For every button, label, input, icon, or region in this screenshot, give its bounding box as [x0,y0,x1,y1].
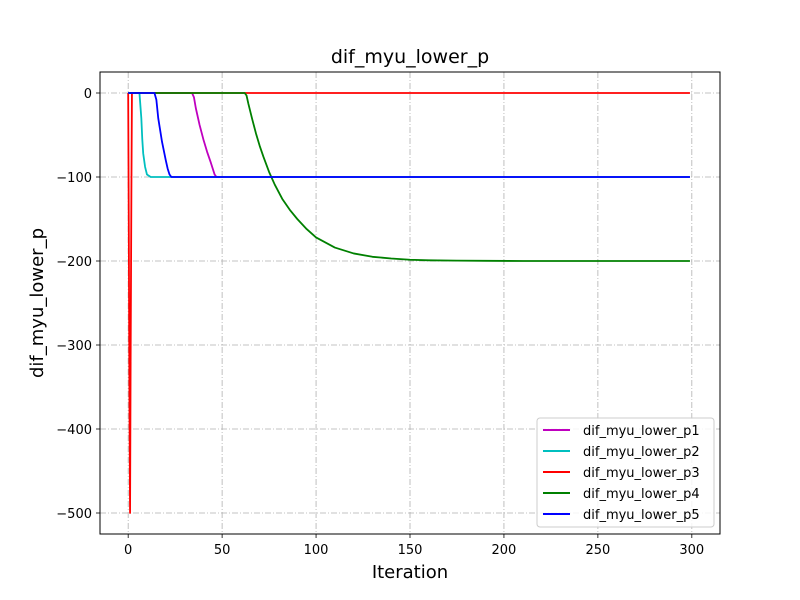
x-tick-label: 50 [214,543,231,558]
y-axis-label: dif_myu_lower_p [27,228,48,378]
chart-title: dif_myu_lower_p [331,46,489,68]
x-tick-label: 300 [679,543,704,558]
series-line-5 [128,92,690,178]
x-axis-label: Iteration [372,562,448,583]
y-tick-label: −500 [56,507,92,522]
y-tick-label: −100 [56,171,92,186]
x-tick-label: 100 [304,543,329,558]
series-lines [127,92,690,514]
x-tick-label: 200 [492,543,517,558]
x-tick-label: 250 [585,543,610,558]
legend-label-4: dif_myu_lower_p4 [583,487,700,502]
series-line-4 [128,92,690,262]
x-tick-label: 0 [124,543,132,558]
y-tick-label: −400 [56,423,92,438]
legend-label-3: dif_myu_lower_p3 [583,466,700,481]
legend-box [536,417,715,528]
y-tick-label: 0 [84,87,92,102]
legend-label-2: dif_myu_lower_p2 [583,445,700,460]
legend-label-5: dif_myu_lower_p5 [583,508,700,523]
series-line-3 [127,92,690,514]
axis-ticks: 0 50 100 150 200 250 300 0 −100 −200 −300 −400 −500 [56,87,704,558]
x-tick-label: 150 [398,543,423,558]
y-tick-label: −300 [56,339,92,354]
legend-label-1: dif_myu_lower_p1 [583,424,700,439]
y-tick-label: −200 [56,255,92,270]
legend: dif_myu_lower_p1 dif_myu_lower_p2 dif_myu_… [536,417,715,528]
